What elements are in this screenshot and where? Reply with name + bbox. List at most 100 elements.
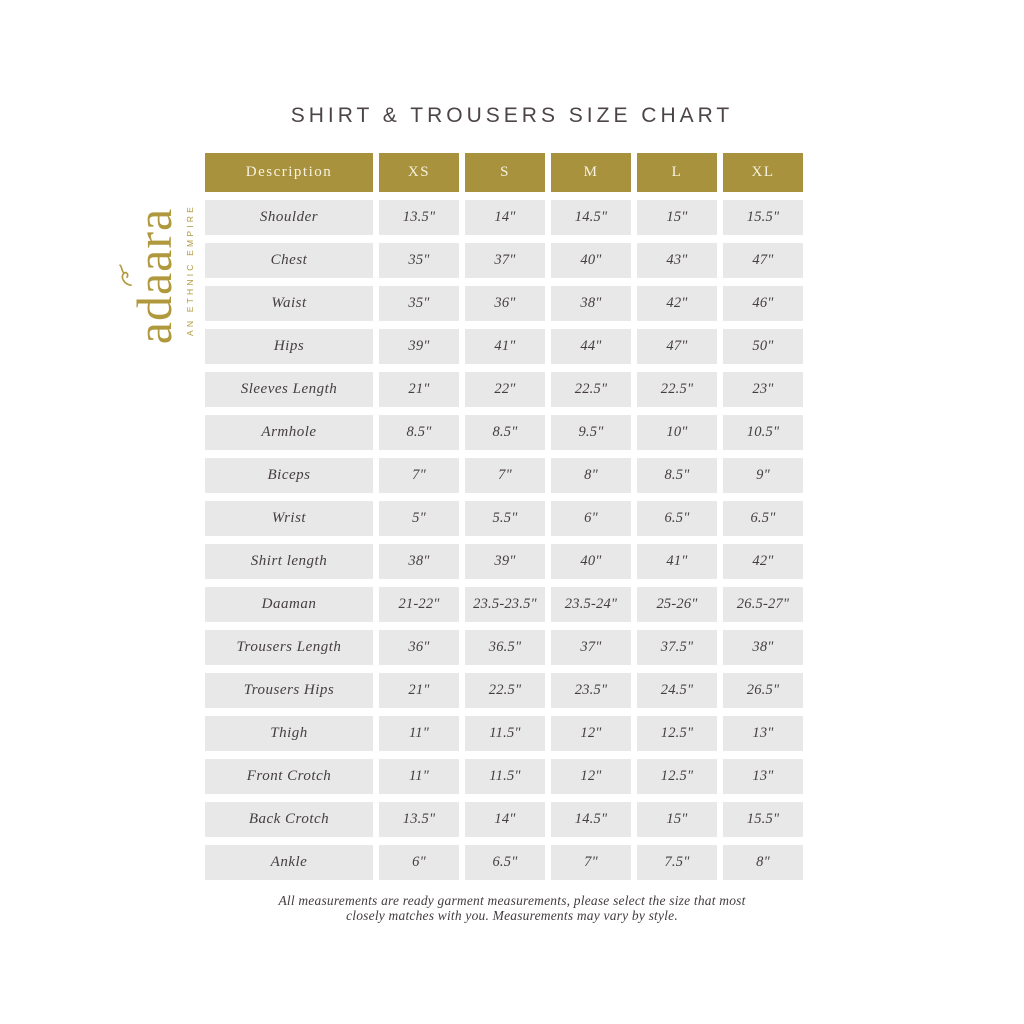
size-value-cell: 22.5" — [637, 372, 717, 407]
size-value-cell: 50" — [723, 329, 803, 364]
size-value-cell: 25-26" — [637, 587, 717, 622]
size-value-cell: 8.5" — [465, 415, 545, 450]
size-value-cell: 26.5-27" — [723, 587, 803, 622]
size-value-cell: 38" — [551, 286, 631, 321]
size-value-cell: 6" — [379, 845, 459, 880]
size-value-cell: 8.5" — [637, 458, 717, 493]
size-value-cell: 38" — [723, 630, 803, 665]
row-label: Biceps — [205, 458, 373, 493]
page-title: SHIRT & TROUSERS SIZE CHART — [290, 104, 734, 127]
size-value-cell: 11.5" — [465, 716, 545, 751]
size-value-cell: 12" — [551, 759, 631, 794]
size-value-cell: 6.5" — [637, 501, 717, 536]
footer-line-2: closely matches with you. Measurements m… — [346, 908, 678, 923]
size-value-cell: 5" — [379, 501, 459, 536]
size-table: Description XS S M L XL Shoulder 13.5" 14" 14.5" 1… — [205, 153, 803, 880]
size-value-cell: 22" — [465, 372, 545, 407]
row-label: Wrist — [205, 501, 373, 536]
size-value-cell: 6.5" — [723, 501, 803, 536]
size-value-cell: 47" — [723, 243, 803, 278]
header-description: Description — [205, 153, 373, 192]
size-value-cell: 24.5" — [637, 673, 717, 708]
brand-name-rotated: adaara — [119, 207, 182, 345]
header-size-l: L — [637, 153, 717, 192]
size-value-cell: 40" — [551, 243, 631, 278]
size-value-cell: 38" — [379, 544, 459, 579]
row-label: Waist — [205, 286, 373, 321]
size-value-cell: 41" — [637, 544, 717, 579]
size-value-cell: 11" — [379, 716, 459, 751]
size-value-cell: 8.5" — [379, 415, 459, 450]
size-value-cell: 23.5" — [551, 673, 631, 708]
row-label: Trousers Length — [205, 630, 373, 665]
header-size-m: M — [551, 153, 631, 192]
brand-tagline-rotated: AN ETHNIC EMPIRE — [180, 204, 198, 336]
size-value-cell: 9" — [723, 458, 803, 493]
size-value-cell: 37" — [551, 630, 631, 665]
size-value-cell: 23" — [723, 372, 803, 407]
size-value-cell: 42" — [723, 544, 803, 579]
size-value-cell: 7" — [379, 458, 459, 493]
size-value-cell: 39" — [465, 544, 545, 579]
size-value-cell: 23.5-23.5" — [465, 587, 545, 622]
row-label: Back Crotch — [205, 802, 373, 837]
size-value-cell: 11" — [379, 759, 459, 794]
size-value-cell: 23.5-24" — [551, 587, 631, 622]
size-value-cell: 36.5" — [465, 630, 545, 665]
row-label: Thigh — [205, 716, 373, 751]
size-value-cell: 46" — [723, 286, 803, 321]
size-value-cell: 40" — [551, 544, 631, 579]
size-value-cell: 5.5" — [465, 501, 545, 536]
size-value-cell: 6.5" — [465, 845, 545, 880]
size-value-cell: 9.5" — [551, 415, 631, 450]
row-label: Daaman — [205, 587, 373, 622]
brand-name: adaara — [126, 207, 182, 345]
size-value-cell: 13" — [723, 759, 803, 794]
size-value-cell: 15.5" — [723, 802, 803, 837]
size-value-cell: 37" — [465, 243, 545, 278]
size-value-cell: 15" — [637, 802, 717, 837]
size-value-cell: 41" — [465, 329, 545, 364]
size-value-cell: 13.5" — [379, 200, 459, 235]
size-value-cell: 36" — [465, 286, 545, 321]
size-value-cell: 8" — [551, 458, 631, 493]
size-value-cell: 14.5" — [551, 200, 631, 235]
size-value-cell: 14" — [465, 802, 545, 837]
row-label: Front Crotch — [205, 759, 373, 794]
row-label: Ankle — [205, 845, 373, 880]
size-value-cell: 21" — [379, 673, 459, 708]
row-label: Shoulder — [205, 200, 373, 235]
size-value-cell: 35" — [379, 243, 459, 278]
size-value-cell: 22.5" — [465, 673, 545, 708]
size-value-cell: 14" — [465, 200, 545, 235]
size-value-cell: 6" — [551, 501, 631, 536]
size-value-cell: 8" — [723, 845, 803, 880]
size-value-cell: 10" — [637, 415, 717, 450]
size-value-cell: 13.5" — [379, 802, 459, 837]
size-value-cell: 15" — [637, 200, 717, 235]
row-label: Armhole — [205, 415, 373, 450]
header-size-xl: XL — [723, 153, 803, 192]
size-value-cell: 44" — [551, 329, 631, 364]
size-value-cell: 12.5" — [637, 716, 717, 751]
brand-tagline: AN ETHNIC EMPIRE — [185, 204, 195, 336]
size-value-cell: 21-22" — [379, 587, 459, 622]
size-value-cell: 7.5" — [637, 845, 717, 880]
size-value-cell: 39" — [379, 329, 459, 364]
size-value-cell: 14.5" — [551, 802, 631, 837]
size-value-cell: 47" — [637, 329, 717, 364]
row-label: Chest — [205, 243, 373, 278]
size-value-cell: 13" — [723, 716, 803, 751]
brand-logo: adaara AN ETHNIC EMPIRE — [119, 178, 206, 378]
logo-flourish-icon — [119, 264, 132, 287]
row-label: Shirt length — [205, 544, 373, 579]
size-value-cell: 10.5" — [723, 415, 803, 450]
size-value-cell: 12.5" — [637, 759, 717, 794]
row-label: Sleeves Length — [205, 372, 373, 407]
header-size-xs: XS — [379, 153, 459, 192]
size-value-cell: 7" — [465, 458, 545, 493]
footer-note: All measurements are ready garment measu… — [0, 893, 1024, 923]
header-size-s: S — [465, 153, 545, 192]
size-value-cell: 12" — [551, 716, 631, 751]
